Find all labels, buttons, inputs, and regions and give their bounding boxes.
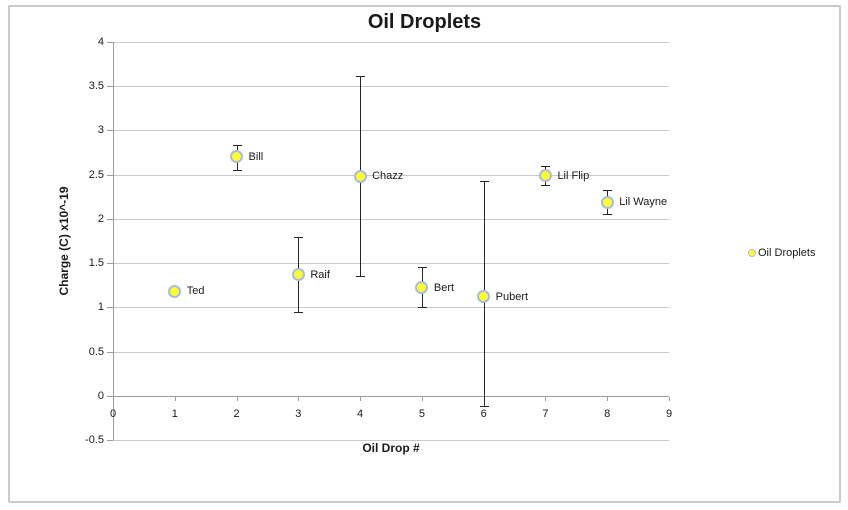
x-tick-label: 8 (604, 408, 611, 420)
error-bar-cap (232, 144, 242, 146)
data-point-marker-bert[interactable] (415, 281, 429, 295)
gridline (113, 174, 669, 176)
error-bar-cap (541, 165, 551, 167)
error-bar-cap (541, 185, 551, 187)
point-label: Ted (186, 285, 205, 298)
error-bar-cap (294, 236, 304, 238)
x-axis-tick (236, 396, 238, 401)
y-axis-tick (107, 307, 113, 309)
y-tick-label: -0.5 (85, 434, 104, 446)
y-axis-tick (107, 130, 113, 132)
x-tick-label: 3 (295, 408, 302, 420)
x-axis-tick (545, 396, 547, 401)
x-axis-tick (113, 396, 114, 401)
x-tick-label: 4 (357, 408, 364, 420)
y-axis-tick (107, 86, 113, 88)
data-point-marker-raif[interactable] (291, 268, 305, 282)
y-tick-label: 3 (97, 124, 104, 137)
data-point-marker-pubert[interactable] (477, 290, 491, 304)
point-label: Bill (248, 150, 264, 163)
x-tick-label: 9 (665, 408, 673, 420)
gridline (113, 440, 669, 441)
x-axis-tick (298, 396, 300, 401)
point-label: Raif (310, 268, 330, 281)
point-label: Chazz (372, 170, 404, 183)
error-bar-cap (417, 307, 427, 309)
x-tick-label: 7 (542, 408, 549, 420)
x-axis-line (113, 395, 669, 397)
chart-frame (8, 5, 841, 503)
y-tick-label: 2.5 (88, 168, 104, 181)
y-tick-label: 0 (97, 389, 104, 402)
legend-label: Oil Droplets (758, 247, 816, 259)
data-point-marker-lil-wayne[interactable] (600, 195, 614, 209)
data-point-marker-chazz[interactable] (353, 169, 367, 183)
y-axis-tick (107, 263, 113, 265)
chart-title: Oil Droplets (367, 11, 482, 33)
legend[interactable]: Oil Droplets (748, 246, 815, 260)
x-tick-label: 1 (171, 408, 178, 420)
data-point-marker-bill[interactable] (230, 150, 244, 164)
gridline (113, 42, 669, 43)
y-tick-label: 0.5 (88, 345, 104, 358)
gridline (113, 307, 669, 309)
legend-marker-icon (748, 249, 756, 257)
x-axis-tick (174, 396, 176, 401)
y-tick-label: 3.5 (88, 80, 104, 93)
x-tick-label: 0 (109, 408, 117, 420)
error-bar-cap (294, 311, 304, 313)
y-axis-title: Charge (C) x10^-19 (57, 186, 71, 296)
y-tick-label: 4 (97, 36, 104, 48)
gridline (113, 130, 669, 132)
y-tick-label: 1.5 (88, 257, 104, 270)
x-axis-tick (421, 396, 423, 401)
gridline (113, 263, 669, 265)
gridline (113, 351, 669, 353)
point-label: Pubert (495, 290, 529, 303)
error-bar-cap (479, 406, 489, 408)
x-axis-tick (669, 396, 670, 401)
x-axis-tick (360, 396, 362, 401)
y-tick-label: 1 (97, 301, 104, 314)
x-axis-title: Oil Drop # (362, 441, 420, 455)
x-tick-label: 6 (480, 408, 487, 420)
error-bar-cap (603, 189, 613, 191)
data-point-marker-lil-flip[interactable] (538, 169, 552, 183)
y-axis-tick (107, 218, 113, 220)
error-bar-cap (479, 180, 489, 182)
error-bar-cap (417, 266, 427, 268)
x-tick-label: 5 (418, 408, 425, 420)
plot-area: Ted Bill Raif Chazz Bert Pubert Lil Flip Lil Wa… (107, 42, 670, 441)
error-bar-cap (232, 170, 242, 172)
x-tick-label: 2 (233, 408, 240, 420)
y-axis-tick (107, 42, 113, 43)
y-tick-label: 2 (97, 212, 104, 225)
y-axis-tick (107, 395, 113, 397)
y-axis-tick (107, 440, 113, 441)
y-axis-tick (107, 174, 113, 176)
error-bar-cap (356, 75, 366, 77)
y-axis-line (113, 42, 114, 440)
point-label: Lil Wayne (619, 196, 668, 209)
gridline (113, 218, 669, 220)
point-label: Lil Flip (557, 169, 590, 182)
point-label: Bert (433, 281, 455, 294)
x-axis-tick (607, 396, 609, 401)
error-bar-cap (603, 213, 613, 215)
gridline (113, 86, 669, 88)
data-point-marker-ted[interactable] (168, 284, 182, 298)
error-bar-cap (356, 276, 366, 278)
y-axis-tick (107, 351, 113, 353)
